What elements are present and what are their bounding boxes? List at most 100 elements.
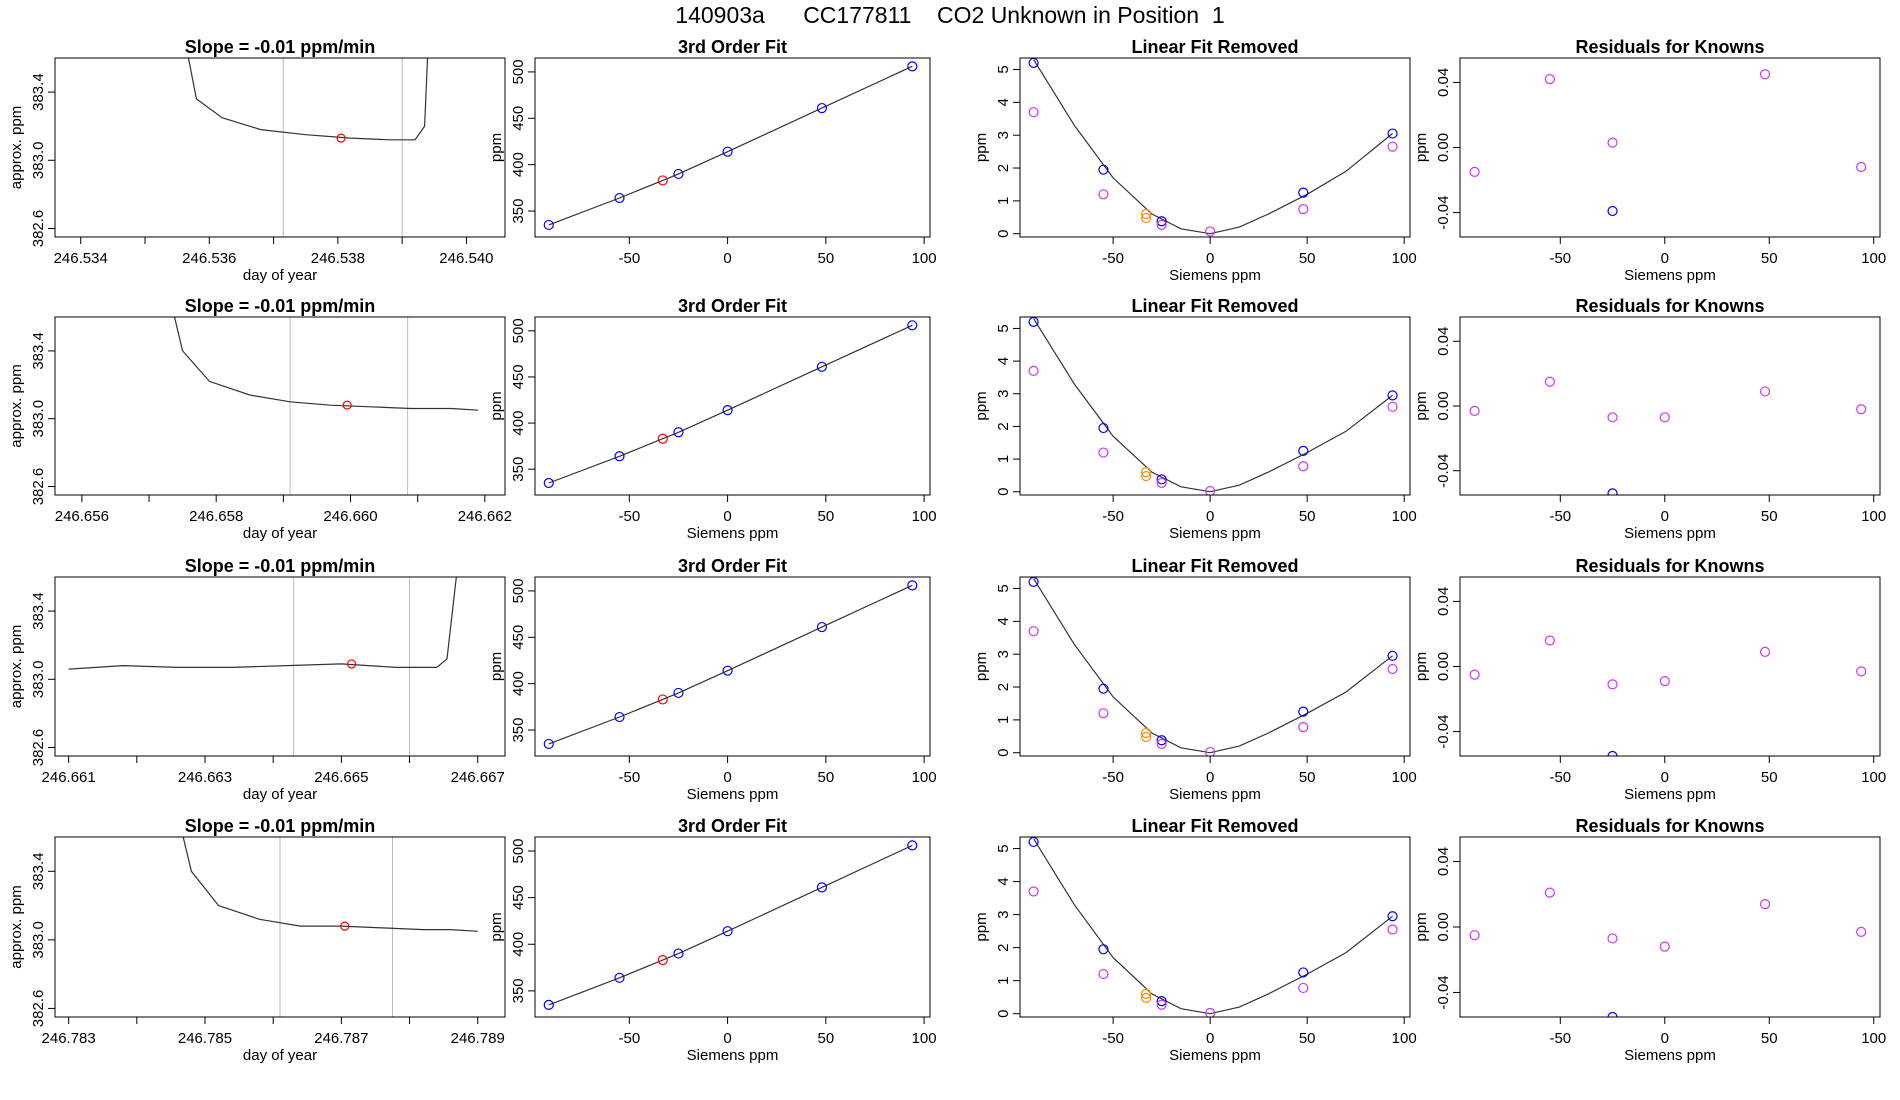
plot-area (543, 840, 918, 1010)
data-point (1387, 924, 1398, 935)
x-tick-label: 50 (1761, 508, 1778, 525)
y-axis-label: ppm (488, 652, 505, 681)
plot-frame (534, 836, 931, 1018)
data-point (1387, 401, 1398, 412)
y-tick-label: 382.6 (30, 468, 47, 506)
chart-panel: -50 0 50 100 0 1 2 3 4 5 Linear Fit Removed Siemens… (973, 816, 1417, 1064)
panel-title: Linear Fit Removed (1131, 556, 1298, 576)
chart-panel: -50 0 50 100 0 1 2 3 4 5 Linear Fit Removed Siemens… (973, 37, 1417, 284)
fit-curve (1033, 318, 1393, 493)
x-tick-label: 0 (1206, 508, 1214, 525)
x-tick-label: 246.783 (42, 1030, 96, 1047)
x-tick-label: 50 (1299, 769, 1316, 786)
plot-area (1469, 69, 1867, 217)
x-axis-label: day of year (243, 1047, 317, 1064)
data-point (1098, 683, 1109, 694)
data-point (1469, 669, 1480, 680)
data-point (816, 882, 828, 893)
data-point (1141, 212, 1152, 224)
data-point (1156, 996, 1167, 1007)
y-tick-label: 383.4 (30, 853, 47, 891)
data-point (1156, 216, 1167, 227)
plot-frame (54, 57, 506, 238)
x-tick-label: 0 (1661, 769, 1669, 786)
data-point (614, 192, 625, 204)
y-tick-label: 450 (510, 885, 527, 910)
y-tick-label: 1 (995, 455, 1012, 463)
data-point (1387, 650, 1398, 661)
x-tick-label: -50 (1102, 508, 1124, 525)
y-tick-label: 4 (995, 98, 1012, 106)
x-tick-label: 246.667 (451, 769, 505, 786)
data-point (1759, 386, 1771, 397)
x-tick-label: 100 (1861, 250, 1886, 267)
data-point (1469, 166, 1480, 178)
data-point (1028, 886, 1039, 897)
data-point (673, 168, 684, 180)
data-point (722, 146, 733, 157)
x-tick-label: 50 (1299, 250, 1316, 267)
data-point (1387, 390, 1398, 401)
plot-frame (534, 576, 931, 757)
y-tick-label: 5 (995, 65, 1012, 73)
data-point (614, 711, 625, 723)
y-tick-label: -0.04 (1435, 714, 1452, 748)
x-tick-label: -50 (618, 250, 640, 267)
data-point (1028, 107, 1039, 118)
y-tick-label: 5 (995, 324, 1012, 332)
data-point (1856, 161, 1867, 173)
x-axis-label: Siemens ppm (1169, 786, 1261, 803)
y-tick-label: 5 (995, 844, 1012, 852)
y-axis-label: approx. ppm (8, 885, 25, 968)
data-point (1141, 727, 1152, 739)
plot-frame (534, 316, 931, 496)
chart-panel: -50 0 50 100 350 400 450 500 3rd Order Fit Siemen… (488, 296, 937, 542)
plot-frame (1019, 836, 1411, 1018)
data-point (1298, 706, 1309, 717)
data-point (1156, 477, 1167, 489)
y-tick-label: 383.4 (30, 73, 47, 111)
x-axis-label: Siemens ppm (1169, 525, 1261, 542)
y-axis-label: ppm (1413, 133, 1430, 162)
y-axis-label: approx. ppm (8, 106, 25, 189)
x-tick-label: 246.660 (323, 508, 377, 525)
y-axis-label: approx. ppm (8, 625, 25, 708)
data-point (1759, 898, 1771, 910)
x-tick-label: 50 (818, 508, 835, 525)
x-axis-label: Siemens ppm (1624, 1047, 1716, 1064)
y-tick-label: 0.00 (1435, 133, 1452, 162)
data-point (1098, 189, 1109, 200)
x-tick-label: -50 (1102, 250, 1124, 267)
y-tick-label: 3 (995, 131, 1012, 139)
x-tick-label: 246.536 (182, 250, 236, 267)
x-tick-label: 246.662 (458, 508, 512, 525)
x-tick-label: 0 (1661, 1030, 1669, 1047)
y-tick-label: -0.04 (1435, 454, 1452, 488)
x-axis-label: Siemens ppm (687, 786, 779, 803)
chart-panel: -50 0 50 100 350 400 450 500 3rd Order Fit Siemen… (488, 556, 937, 803)
data-point (1607, 205, 1618, 217)
chart-panel: -50 0 50 100 0 1 2 3 4 5 Linear Fit Removed Siemens… (973, 296, 1417, 542)
plot-area (543, 320, 918, 489)
x-tick-label: 246.540 (439, 250, 493, 267)
data-point (907, 840, 918, 851)
x-axis-label: Siemens ppm (687, 1047, 779, 1064)
x-tick-label: 0 (1206, 250, 1214, 267)
y-axis-label: ppm (1413, 652, 1430, 681)
x-tick-label: 246.789 (451, 1030, 505, 1047)
chart-panel: 246.656 246.658 246.660 246.662 382.6 383.0 38… (8, 296, 512, 542)
chart-panel: -50 0 50 100 -0.04 0.00 0.04 Residuals for Know… (1413, 296, 1886, 542)
data-point (1607, 412, 1618, 423)
plot-area (1469, 635, 1867, 756)
x-tick-label: 246.538 (311, 250, 365, 267)
y-tick-label: 500 (510, 59, 527, 84)
panel-title: 3rd Order Fit (678, 816, 787, 836)
data-point (1098, 708, 1109, 719)
data-point (1387, 128, 1398, 139)
x-tick-label: 50 (1299, 1030, 1316, 1047)
data-point (1205, 746, 1216, 756)
chart-panel: -50 0 50 100 -0.04 0.00 0.04 Residuals for Know… (1413, 37, 1886, 284)
x-tick-label: -50 (1102, 1030, 1124, 1047)
